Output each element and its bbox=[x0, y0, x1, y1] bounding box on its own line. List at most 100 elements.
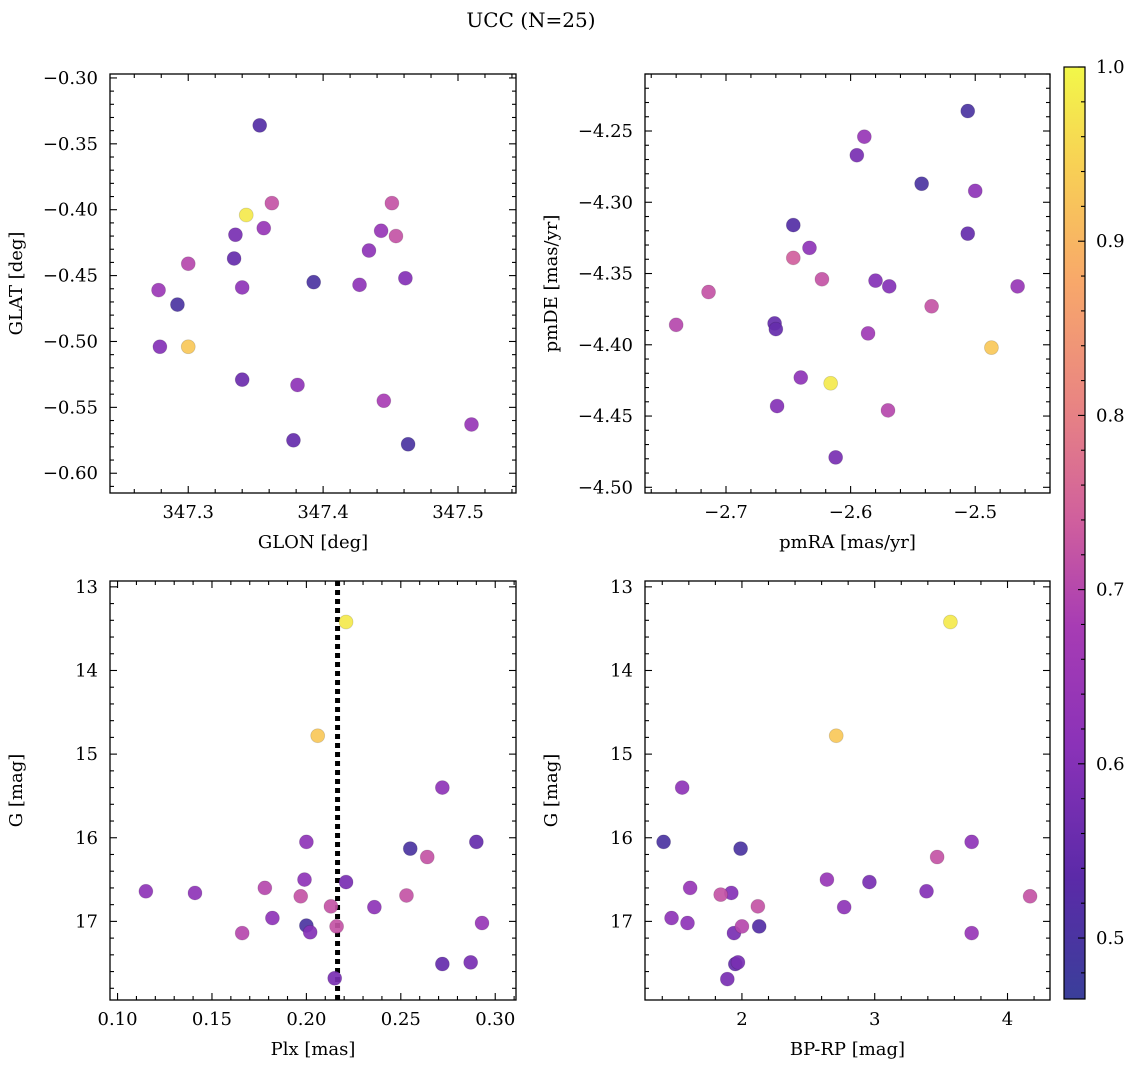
x-tick-label: 0.10 bbox=[98, 1009, 138, 1030]
scatter-point bbox=[474, 915, 490, 931]
y-tick-label: 14 bbox=[610, 660, 633, 681]
x-tick-label: 0.25 bbox=[381, 1009, 421, 1030]
scatter-point bbox=[464, 417, 479, 432]
y-axis-label: G [mag] bbox=[6, 754, 27, 827]
scatter-point bbox=[286, 432, 301, 448]
x-axis-label: Plx [mas] bbox=[271, 1039, 356, 1060]
y-tick-label: −4.40 bbox=[578, 335, 633, 356]
pmra-pmde-panel: −2.7 −2.6 −2.5 −4.50 −4.45 −4.40 −4.35 −4.30 −4.… bbox=[541, 73, 1051, 553]
scatter-point bbox=[226, 251, 242, 266]
scatter-point bbox=[868, 273, 883, 289]
scatter-point bbox=[682, 880, 698, 896]
scatter-point bbox=[170, 297, 185, 312]
scatter-point bbox=[252, 117, 268, 133]
scatter-point bbox=[680, 915, 695, 931]
colorbar-tick-label: 0.7 bbox=[1096, 580, 1125, 601]
axes-frame bbox=[644, 73, 1051, 494]
y-tick-label: 15 bbox=[75, 744, 98, 765]
scatter-point bbox=[297, 872, 312, 887]
scatter-point bbox=[400, 436, 416, 452]
scatter-point bbox=[785, 217, 801, 233]
color-magnitude-panel: 2 3 4 13 14 15 16 17 BP-RP [mag] G [mag] bbox=[541, 577, 1051, 1060]
y-tick-label: −0.35 bbox=[43, 134, 98, 155]
scatter-point bbox=[366, 899, 382, 915]
y-tick-label: −4.30 bbox=[578, 192, 633, 213]
x-tick-label: 4 bbox=[1002, 1009, 1013, 1030]
y-tick-label: −4.25 bbox=[578, 121, 633, 142]
scatter-point bbox=[701, 284, 716, 300]
y-tick-label: −0.55 bbox=[43, 397, 98, 418]
glon-glat-panel: 347.3 347.4 347.5 −0.60 −0.55 −0.50 −0.45 −0.40… bbox=[6, 68, 517, 553]
scatter-point bbox=[1022, 888, 1038, 904]
scatter-point bbox=[298, 834, 314, 850]
scatter-point bbox=[397, 270, 413, 286]
axes-frame bbox=[109, 580, 517, 1001]
scatter-point bbox=[187, 885, 203, 901]
scatter-point bbox=[302, 924, 318, 940]
x-tick-label: 0.15 bbox=[192, 1009, 232, 1030]
y-tick-label: 16 bbox=[610, 828, 633, 849]
figure-title: UCC (N=25) bbox=[466, 8, 595, 32]
y-tick-label: −0.60 bbox=[43, 463, 98, 484]
scatter-point bbox=[713, 887, 729, 903]
x-tick-label: 0.20 bbox=[286, 1009, 326, 1030]
scatter-point bbox=[984, 340, 999, 356]
plx-g-panel: 0.10 0.15 0.20 0.25 0.30 13 14 15 16 17 Plx [mas] G… bbox=[6, 577, 517, 1060]
scatter-point bbox=[719, 971, 735, 987]
colorbar-tick-label: 0.5 bbox=[1096, 928, 1125, 949]
scatter-point bbox=[914, 176, 930, 192]
scatter-point bbox=[463, 954, 479, 970]
x-tick-label: −2.7 bbox=[704, 502, 748, 523]
y-tick-label: −0.45 bbox=[43, 266, 98, 287]
x-tick-label: −2.5 bbox=[953, 502, 997, 523]
scatter-point bbox=[306, 274, 322, 290]
scatter-point bbox=[929, 849, 945, 865]
scatter-point bbox=[338, 614, 354, 630]
scatter-point bbox=[152, 339, 168, 355]
x-tick-label: 0.30 bbox=[475, 1009, 515, 1030]
scatter-point bbox=[924, 298, 940, 314]
y-tick-label: −4.50 bbox=[578, 477, 633, 498]
y-tick-label: 17 bbox=[75, 911, 98, 932]
scatter-point bbox=[468, 834, 484, 850]
scatter-point bbox=[228, 227, 243, 243]
colorbar-tick-label: 0.8 bbox=[1096, 405, 1125, 426]
scatter-point bbox=[836, 899, 852, 915]
y-tick-label: 17 bbox=[610, 911, 633, 932]
scatter-point bbox=[734, 919, 750, 934]
y-tick-label: −4.45 bbox=[578, 406, 633, 427]
y-tick-label: 13 bbox=[75, 577, 98, 598]
x-tick-label: 3 bbox=[869, 1009, 880, 1030]
scatter-point bbox=[352, 277, 367, 293]
scatter-point bbox=[793, 370, 809, 385]
colorbar-tick-label: 1.0 bbox=[1096, 57, 1125, 78]
scatter-point bbox=[730, 954, 746, 970]
x-axis-label: BP-RP [mag] bbox=[790, 1039, 905, 1060]
scatter-point bbox=[234, 925, 250, 941]
scatter-point bbox=[656, 834, 671, 850]
scatter-point bbox=[751, 919, 767, 934]
scatter-point bbox=[964, 925, 980, 941]
scatter-point bbox=[290, 377, 305, 393]
scatter-point bbox=[828, 449, 844, 465]
scatter-point bbox=[323, 898, 339, 914]
scatter-point bbox=[785, 250, 801, 266]
y-axis-label: GLAT [deg] bbox=[6, 232, 27, 336]
scatter-point bbox=[238, 207, 254, 223]
x-tick-label: −2.6 bbox=[829, 502, 873, 523]
y-tick-label: 14 bbox=[75, 660, 98, 681]
scatter-point bbox=[769, 398, 785, 414]
scatter-point bbox=[151, 282, 166, 298]
colorbar-gradient bbox=[1063, 66, 1086, 1000]
scatter-point bbox=[881, 278, 897, 294]
scatter-point bbox=[138, 883, 154, 899]
scatter-point bbox=[919, 883, 934, 899]
scatter-point bbox=[419, 849, 435, 865]
y-tick-label: 13 bbox=[610, 577, 633, 598]
axes-frame bbox=[644, 580, 1051, 1001]
scatter-point bbox=[399, 888, 414, 903]
x-tick-label: 2 bbox=[736, 1009, 747, 1030]
x-axis-label: pmRA [mas/yr] bbox=[779, 532, 916, 553]
scatter-point bbox=[234, 372, 250, 388]
